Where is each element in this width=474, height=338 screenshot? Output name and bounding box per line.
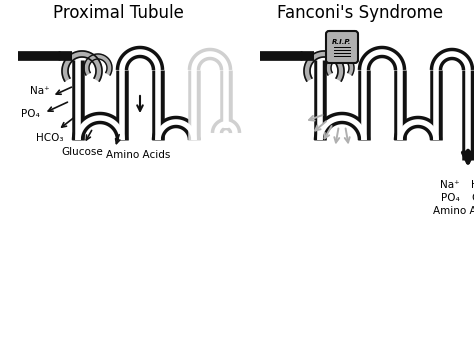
Text: Glucose: Glucose	[471, 193, 474, 203]
Polygon shape	[62, 51, 102, 81]
Text: HCO₃: HCO₃	[471, 180, 474, 190]
Text: R.I.P.: R.I.P.	[332, 39, 352, 45]
Text: PO₄: PO₄	[441, 193, 460, 203]
Text: Amino Acids: Amino Acids	[106, 150, 170, 160]
Text: HCO₃: HCO₃	[36, 133, 64, 143]
Text: Na⁺: Na⁺	[440, 180, 460, 190]
Text: Na⁺: Na⁺	[30, 86, 50, 96]
Text: PO₄: PO₄	[21, 109, 39, 119]
Text: Amino Acids: Amino Acids	[433, 206, 474, 216]
Polygon shape	[304, 51, 344, 81]
Text: Proximal Tubule: Proximal Tubule	[53, 4, 183, 22]
Polygon shape	[326, 54, 354, 75]
Text: Glucose: Glucose	[61, 147, 103, 157]
FancyBboxPatch shape	[326, 31, 358, 63]
Text: Fanconi's Syndrome: Fanconi's Syndrome	[277, 4, 443, 22]
Polygon shape	[84, 54, 112, 75]
